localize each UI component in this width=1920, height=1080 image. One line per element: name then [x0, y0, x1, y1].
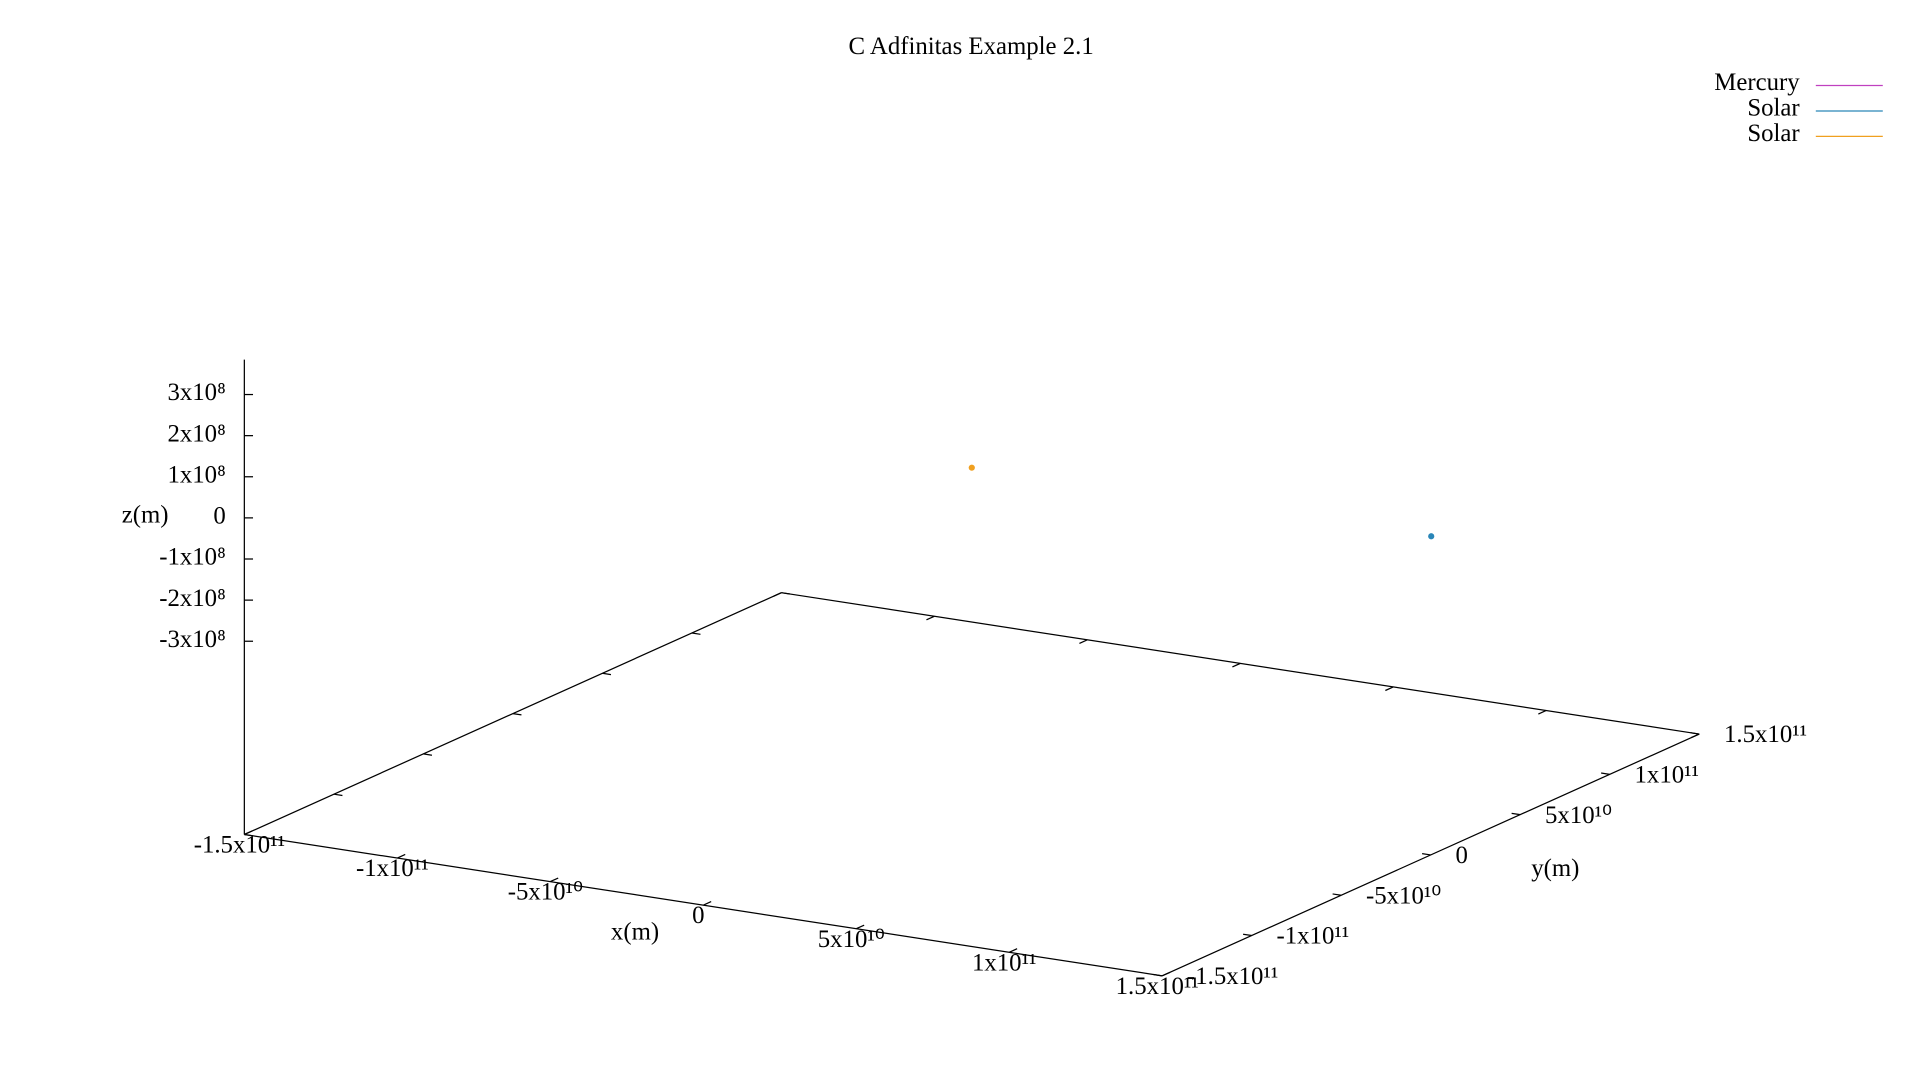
y-tick-label: -5x10¹⁰ — [1366, 882, 1441, 909]
x-tick-label: -1.5x10¹¹ — [194, 832, 285, 859]
x-tick-label: 1x10¹¹ — [972, 949, 1036, 976]
x-tick — [1385, 686, 1394, 692]
y-tick — [1332, 893, 1342, 896]
y-tick — [691, 632, 701, 635]
x-tick-label: 0 — [692, 902, 704, 929]
x-tick — [397, 853, 406, 859]
z-tick-label: 0 — [213, 503, 225, 530]
y-tick-label: -1x10¹¹ — [1276, 923, 1349, 950]
x-axis-label: x(m) — [611, 918, 659, 945]
z-axis-label: z(m) — [122, 502, 169, 529]
y-tick-label: 5x10¹⁰ — [1545, 802, 1612, 829]
legend-label: Mercury — [1714, 69, 1800, 96]
legend-label: Solar — [1747, 94, 1800, 121]
x-tick-label: -5x10¹⁰ — [508, 879, 583, 906]
x-tick — [244, 830, 253, 836]
x-tick — [1008, 948, 1018, 953]
z-tick-label: -2x10⁸ — [159, 585, 226, 612]
y-tick — [1422, 853, 1431, 856]
y-tick — [423, 753, 433, 756]
x-tick — [855, 924, 865, 930]
legend-label: Solar — [1747, 120, 1800, 147]
y-tick — [1153, 973, 1163, 977]
x-tick-label: 1.5x10¹¹ — [1116, 973, 1199, 1000]
y-axis-label: y(m) — [1531, 855, 1579, 882]
z-tick-label: 1x10⁸ — [167, 461, 225, 488]
x-tick-label: 5x10¹⁰ — [818, 926, 885, 953]
y-tick — [1511, 812, 1521, 816]
x-tick — [550, 877, 559, 883]
z-tick-label: 3x10⁸ — [167, 379, 225, 406]
y-tick — [602, 672, 612, 676]
y-tick-label: 0 — [1456, 842, 1468, 869]
data-point — [968, 464, 975, 471]
y-tick — [333, 793, 343, 797]
y-tick — [512, 712, 522, 716]
y-tick-label: 1.5x10¹¹ — [1724, 721, 1807, 748]
y-tick — [1243, 933, 1252, 937]
x-tick — [1079, 639, 1088, 644]
z-tick-label: -3x10⁸ — [159, 626, 226, 653]
y-tick-label: -1.5x10¹¹ — [1187, 963, 1278, 990]
x-tick — [1538, 709, 1547, 715]
x-tick — [1232, 662, 1241, 668]
data-point — [1428, 533, 1435, 540]
y-tick — [781, 592, 791, 595]
y-axis — [1161, 733, 1700, 977]
x-tick — [1161, 971, 1171, 977]
chart-title: C Adfinitas Example 2.1 — [849, 33, 1094, 60]
z-tick-label: -1x10⁸ — [159, 544, 226, 571]
y-tick — [244, 833, 254, 837]
x-tick — [926, 615, 935, 621]
x-tick — [773, 592, 782, 597]
x-tick — [703, 901, 712, 906]
x-tick-label: -1x10¹¹ — [356, 855, 429, 882]
x-tick — [1691, 733, 1700, 739]
y-tick-label: 1x10¹¹ — [1635, 762, 1699, 789]
y-tick — [1601, 772, 1610, 775]
y-tick — [1690, 732, 1700, 735]
z-tick-label: 2x10⁸ — [167, 420, 225, 447]
